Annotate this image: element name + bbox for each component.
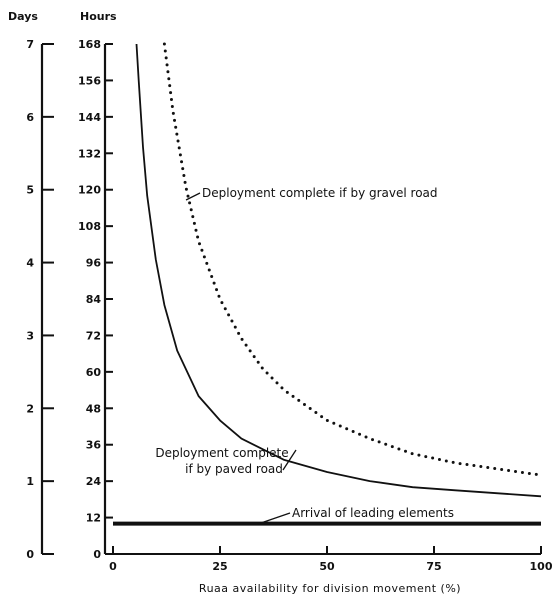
paved-annotation-pointer bbox=[282, 449, 297, 471]
days-axis-label: Days bbox=[8, 10, 38, 23]
gravel-road-annotation: Deployment complete if by gravel road bbox=[202, 186, 438, 200]
days-tick-label: 2 bbox=[26, 402, 34, 415]
days-tick-label: 4 bbox=[26, 257, 34, 270]
x-axis-label: Ruaa availability for division movement … bbox=[199, 582, 461, 595]
leading-elements-annotation: Arrival of leading elements bbox=[292, 506, 454, 520]
gravel-road-series bbox=[162, 42, 543, 477]
hours-axis-label: Hours bbox=[80, 10, 117, 23]
series-layer bbox=[113, 42, 543, 526]
hours-tick-label: 0 bbox=[93, 548, 101, 561]
hours-tick-label: 84 bbox=[86, 293, 102, 306]
days-tick-label: 7 bbox=[26, 38, 34, 51]
days-tick-label: 0 bbox=[26, 548, 34, 561]
hours-tick-label: 156 bbox=[78, 74, 101, 87]
hours-tick-label: 60 bbox=[86, 366, 102, 379]
days-tick-label: 3 bbox=[26, 329, 34, 342]
days-tick-label: 1 bbox=[26, 475, 34, 488]
x-tick-label: 75 bbox=[426, 560, 441, 573]
hours-tick-label: 96 bbox=[86, 257, 102, 270]
hours-tick-label: 36 bbox=[86, 439, 102, 452]
hours-tick-label: 108 bbox=[78, 220, 101, 233]
hours-axis: 0 12 24 36 48 60 72 84 96 108 120 132 144 156 168 bbox=[78, 38, 113, 561]
paved-road-annotation-line-1: Deployment complete bbox=[155, 446, 288, 460]
hours-tick-label: 48 bbox=[86, 402, 101, 415]
x-tick-label: 50 bbox=[319, 560, 335, 573]
x-tick-label: 100 bbox=[530, 560, 553, 573]
hours-tick-label: 24 bbox=[86, 475, 102, 488]
x-axis: 0 25 50 75 100 bbox=[109, 546, 553, 573]
gravel-annotation-pointer bbox=[185, 192, 201, 201]
hours-tick-label: 168 bbox=[78, 38, 101, 51]
hours-tick-label: 144 bbox=[78, 111, 101, 124]
paved-road-annotation-line-2: if by paved road bbox=[185, 462, 283, 476]
hours-tick-label: 120 bbox=[78, 184, 101, 197]
days-tick-label: 6 bbox=[26, 111, 34, 124]
x-tick-label: 0 bbox=[109, 560, 117, 573]
hours-tick-label: 12 bbox=[86, 512, 101, 525]
x-tick-label: 25 bbox=[212, 560, 227, 573]
paved-road-series bbox=[135, 43, 542, 498]
hours-tick-label: 72 bbox=[86, 329, 101, 342]
leading-annotation-pointer bbox=[257, 512, 291, 525]
days-tick-label: 5 bbox=[26, 184, 34, 197]
days-axis: 0 1 2 3 4 5 6 7 bbox=[26, 38, 54, 561]
hours-tick-label: 132 bbox=[78, 147, 101, 160]
